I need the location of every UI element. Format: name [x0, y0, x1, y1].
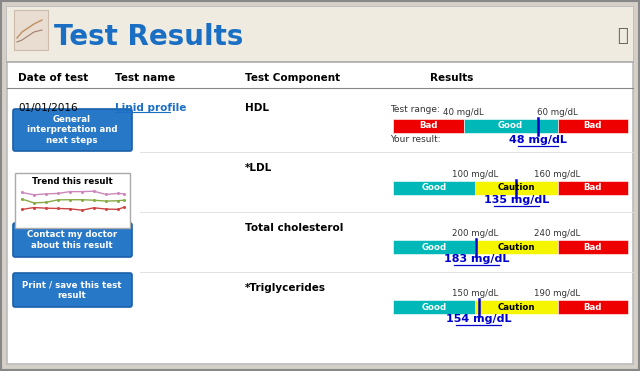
FancyBboxPatch shape — [13, 223, 132, 257]
Text: 154 mg/dL: 154 mg/dL — [446, 314, 511, 324]
Bar — [393, 300, 476, 314]
Bar — [7, 7, 633, 62]
Text: 160 mg/dL: 160 mg/dL — [534, 170, 580, 179]
Text: 183 mg/dL: 183 mg/dL — [444, 254, 509, 264]
Text: *Triglycerides: *Triglycerides — [245, 283, 326, 293]
Bar — [476, 181, 557, 195]
Text: ⎙: ⎙ — [616, 27, 627, 45]
Text: 40 mg/dL: 40 mg/dL — [443, 108, 484, 117]
Text: 240 mg/dL: 240 mg/dL — [534, 229, 580, 238]
Text: Caution: Caution — [498, 302, 535, 312]
Text: 60 mg/dL: 60 mg/dL — [537, 108, 578, 117]
Text: HDL: HDL — [245, 103, 269, 113]
Text: Bad: Bad — [584, 121, 602, 131]
Bar — [14, 10, 48, 50]
Text: 190 mg/dL: 190 mg/dL — [534, 289, 580, 298]
Text: Date of test: Date of test — [18, 73, 88, 83]
Text: Test range:: Test range: — [390, 105, 440, 114]
Text: Bad: Bad — [584, 243, 602, 252]
Text: Print / save this test
result: Print / save this test result — [22, 280, 122, 300]
Text: 200 mg/dL: 200 mg/dL — [452, 229, 499, 238]
Text: Test Results: Test Results — [54, 23, 243, 51]
FancyBboxPatch shape — [7, 7, 633, 364]
Text: Good: Good — [422, 184, 447, 193]
Text: Your result:: Your result: — [390, 135, 440, 144]
Text: Test Component: Test Component — [245, 73, 340, 83]
Text: 135 mg/dL: 135 mg/dL — [484, 195, 549, 205]
Bar — [557, 181, 628, 195]
Text: Results: Results — [430, 73, 474, 83]
Text: Bad: Bad — [584, 184, 602, 193]
Text: 01/01/2016: 01/01/2016 — [18, 103, 77, 113]
FancyBboxPatch shape — [13, 273, 132, 307]
Text: Total cholesterol: Total cholesterol — [245, 223, 344, 233]
Bar — [557, 300, 628, 314]
Text: Good: Good — [422, 302, 447, 312]
Bar — [393, 240, 476, 254]
Bar — [463, 119, 557, 133]
Text: Bad: Bad — [584, 302, 602, 312]
Text: Contact my doctor
about this result: Contact my doctor about this result — [27, 230, 117, 250]
Text: Lipid profile: Lipid profile — [115, 103, 186, 113]
Text: Good: Good — [422, 243, 447, 252]
Bar — [557, 119, 628, 133]
Text: Caution: Caution — [498, 184, 535, 193]
FancyBboxPatch shape — [15, 173, 130, 228]
Bar — [557, 240, 628, 254]
Bar — [476, 300, 557, 314]
Text: Bad: Bad — [419, 121, 437, 131]
Bar — [476, 240, 557, 254]
Text: 150 mg/dL: 150 mg/dL — [452, 289, 499, 298]
Text: Trend this result: Trend this result — [31, 177, 113, 186]
Text: 100 mg/dL: 100 mg/dL — [452, 170, 499, 179]
Text: Caution: Caution — [498, 243, 535, 252]
Text: Test name: Test name — [115, 73, 175, 83]
Bar — [393, 119, 463, 133]
Text: *LDL: *LDL — [245, 163, 272, 173]
Text: Good: Good — [498, 121, 523, 131]
Bar — [393, 181, 476, 195]
Text: General
interpretation and
next steps: General interpretation and next steps — [27, 115, 117, 145]
Text: 48 mg/dL: 48 mg/dL — [509, 135, 566, 145]
FancyBboxPatch shape — [13, 109, 132, 151]
